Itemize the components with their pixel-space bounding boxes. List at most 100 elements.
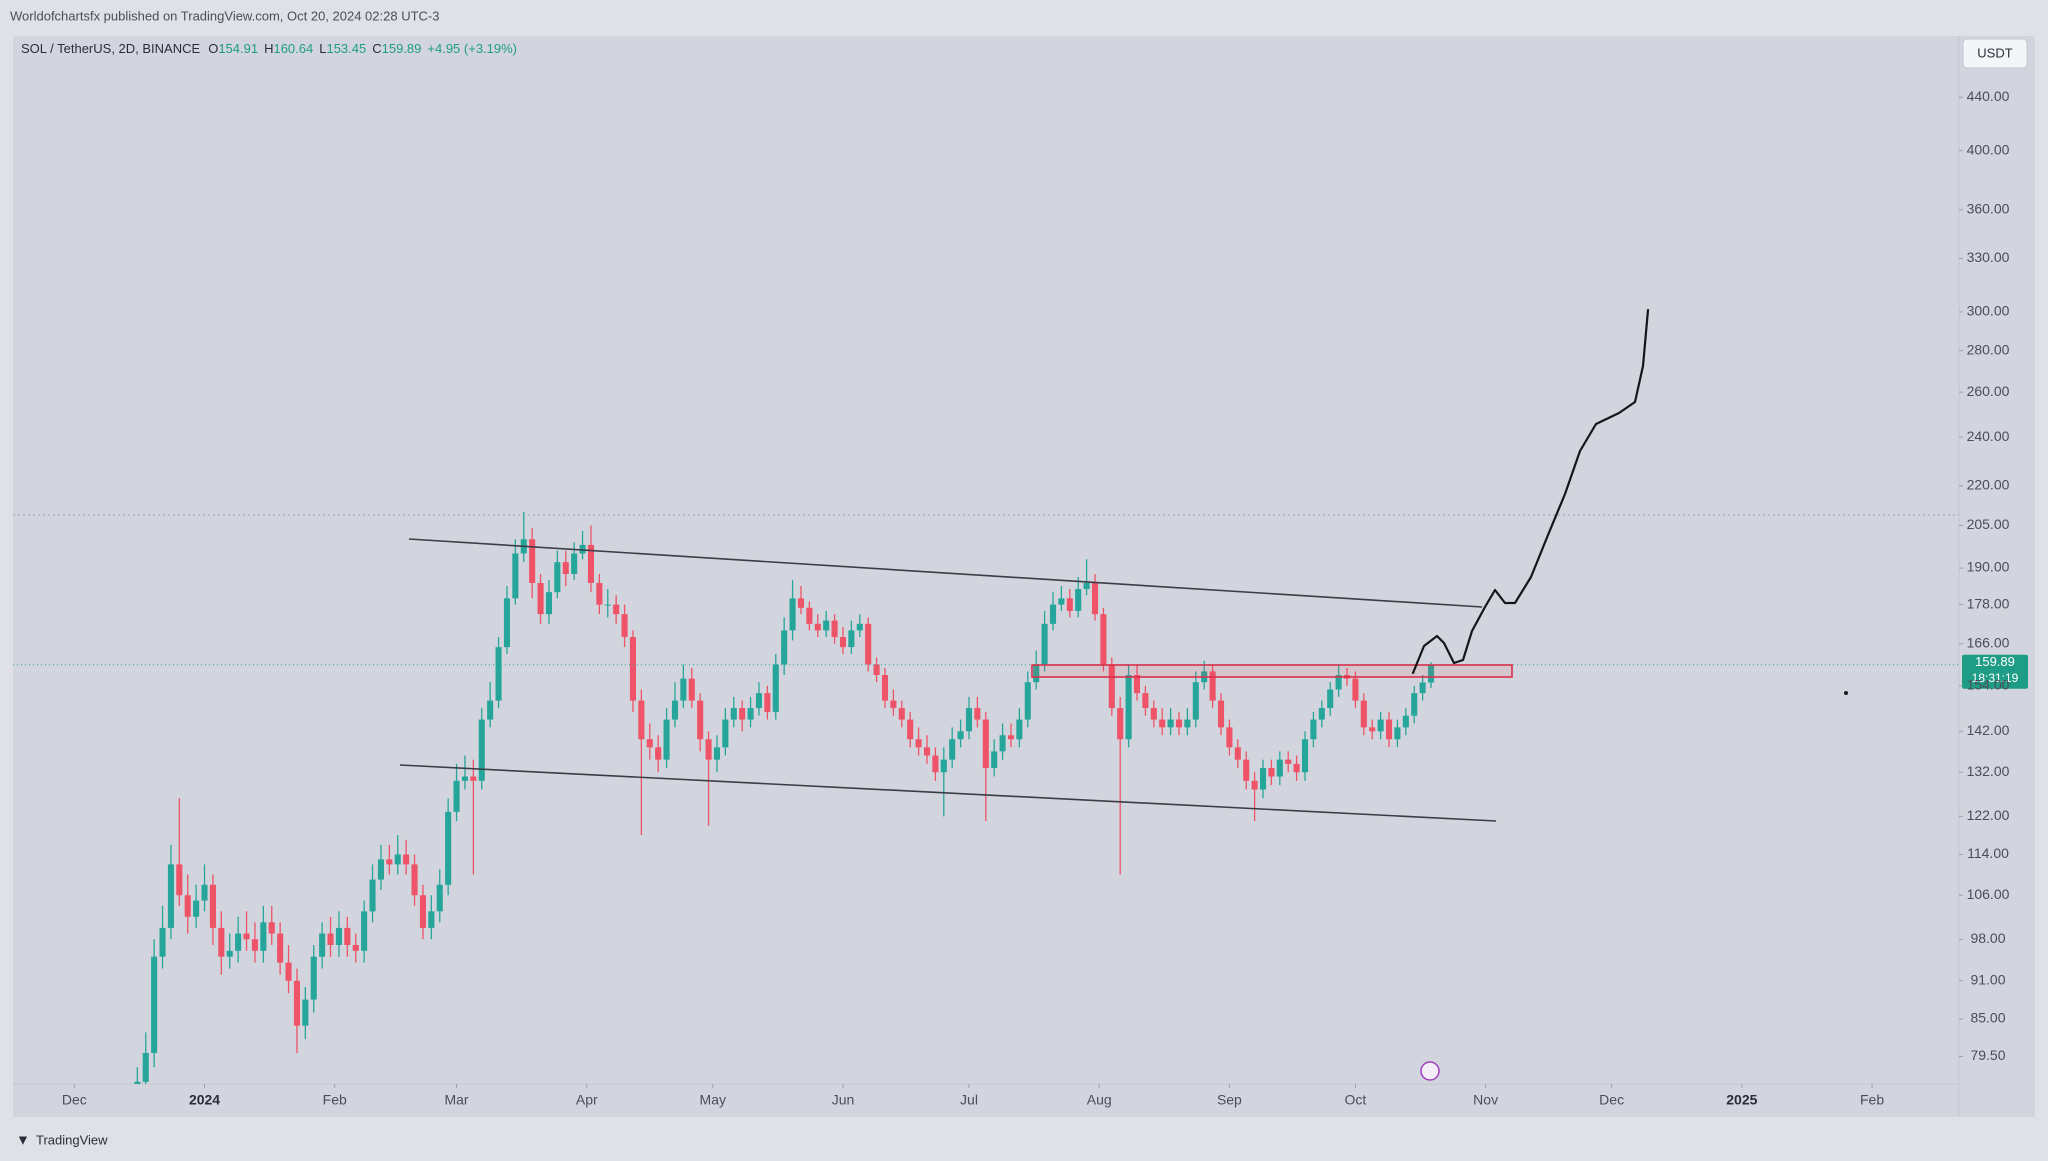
- candle-body: [1192, 682, 1199, 720]
- candle-body: [865, 623, 872, 665]
- candle-body: [1293, 763, 1300, 773]
- channel-upper-line: [408, 538, 1483, 608]
- currency-button[interactable]: [1962, 38, 2028, 69]
- y-tick-label: 330.00: [1967, 249, 2010, 265]
- y-tick-label: 85.00: [1970, 1010, 2005, 1026]
- candle-body: [1259, 768, 1267, 790]
- candle-body: [134, 1081, 141, 1084]
- y-tick-label: 400.00: [1967, 141, 2010, 157]
- x-tick-label: 2024: [189, 1092, 220, 1108]
- y-tick-label: 190.00: [1967, 559, 2010, 575]
- candle-body: [831, 620, 838, 638]
- credit: Worldofchartsfx published on TradingView…: [10, 8, 439, 23]
- candle-body: [487, 700, 494, 720]
- candle-body: [1251, 780, 1258, 790]
- candle-body: [394, 854, 401, 865]
- candle-body: [974, 708, 981, 720]
- candle-body: [436, 884, 443, 912]
- candle-body: [1133, 675, 1141, 694]
- candle-body: [386, 859, 393, 865]
- projection-path: [1411, 308, 1650, 675]
- candle-body: [579, 544, 586, 554]
- candle-body: [1402, 715, 1409, 728]
- candle-body: [739, 708, 746, 720]
- candle-body: [193, 900, 200, 917]
- candle-body: [629, 637, 637, 701]
- resistance-zone: [1031, 664, 1513, 678]
- ohlc-value: 159.89: [382, 41, 422, 56]
- candle-body: [1007, 735, 1015, 740]
- candle-body: [1167, 719, 1174, 728]
- candle-body: [268, 922, 275, 934]
- candle-body: [806, 607, 813, 624]
- candle-body: [1385, 719, 1393, 740]
- candle-body: [1159, 719, 1166, 728]
- candle-body: [159, 927, 166, 957]
- candle-body: [587, 544, 595, 583]
- candle-body: [638, 700, 645, 740]
- candle-body: [663, 719, 670, 760]
- y-tick-label: 98.00: [1970, 930, 2005, 946]
- candle-body: [697, 700, 704, 740]
- chart-panel: [13, 36, 2035, 1117]
- y-tick-label: 280.00: [1967, 341, 2010, 357]
- x-tick-label: Feb: [323, 1092, 347, 1108]
- candle-body: [949, 739, 956, 760]
- candle-body: [235, 933, 242, 951]
- candle-body: [403, 854, 410, 865]
- y-tick-label: 240.00: [1967, 428, 2010, 444]
- candle-body: [1117, 708, 1124, 740]
- candle-body: [478, 719, 485, 781]
- candle-body: [1427, 664, 1435, 683]
- y-tick-label: 122.00: [1967, 807, 2010, 823]
- candle-body: [1175, 719, 1183, 728]
- ohlc-value: 153.45: [326, 41, 366, 56]
- currency-label[interactable]: USDT: [1977, 45, 2012, 60]
- candle-body: [1285, 759, 1292, 764]
- candle-body: [1276, 759, 1283, 777]
- candle-body: [873, 664, 880, 676]
- candle-body: [142, 1053, 149, 1082]
- candle-body: [646, 739, 653, 748]
- candle-body: [537, 582, 544, 615]
- candle-body: [680, 678, 687, 701]
- candle-body: [1024, 682, 1031, 720]
- candle-body: [1209, 671, 1216, 701]
- candle-body: [671, 700, 679, 720]
- y-tick-label: 300.00: [1967, 303, 2010, 319]
- event-marker[interactable]: [1420, 1061, 1440, 1081]
- candle-body: [823, 620, 830, 631]
- candle-body: [789, 598, 796, 631]
- candle-body: [1217, 700, 1225, 728]
- candle-body: [923, 747, 931, 756]
- candle-body: [1108, 664, 1115, 709]
- candle-body: [814, 623, 821, 631]
- candle-body: [369, 879, 376, 912]
- candle-body: [1234, 747, 1241, 760]
- candle-body: [621, 614, 628, 638]
- candle-body: [1033, 664, 1040, 683]
- y-tick-label: 91.00: [1970, 971, 2005, 987]
- candle-body: [1327, 689, 1334, 709]
- candle-body: [991, 751, 998, 769]
- candle-body: [713, 747, 721, 760]
- candle-body: [655, 747, 662, 760]
- candle-body: [1049, 604, 1057, 624]
- candle-body: [1352, 678, 1359, 701]
- y-tick-label: 142.00: [1967, 722, 2010, 738]
- candle-body: [184, 895, 191, 917]
- candle-body: [419, 895, 426, 928]
- candle-body: [1360, 700, 1367, 728]
- brand-logo[interactable]: ▼: [16, 1132, 30, 1148]
- candle-body: [302, 999, 309, 1026]
- candle-body: [260, 922, 267, 951]
- candle-body: [915, 739, 922, 748]
- y-tick-label: 132.00: [1967, 763, 2010, 779]
- candle-body: [797, 598, 805, 608]
- brand-name[interactable]: TradingView: [36, 1132, 108, 1147]
- candle-body: [226, 950, 233, 957]
- candle-body: [722, 719, 729, 748]
- candle-body: [1075, 589, 1082, 611]
- x-tick-label: Apr: [576, 1092, 598, 1108]
- candle-body: [1058, 598, 1065, 605]
